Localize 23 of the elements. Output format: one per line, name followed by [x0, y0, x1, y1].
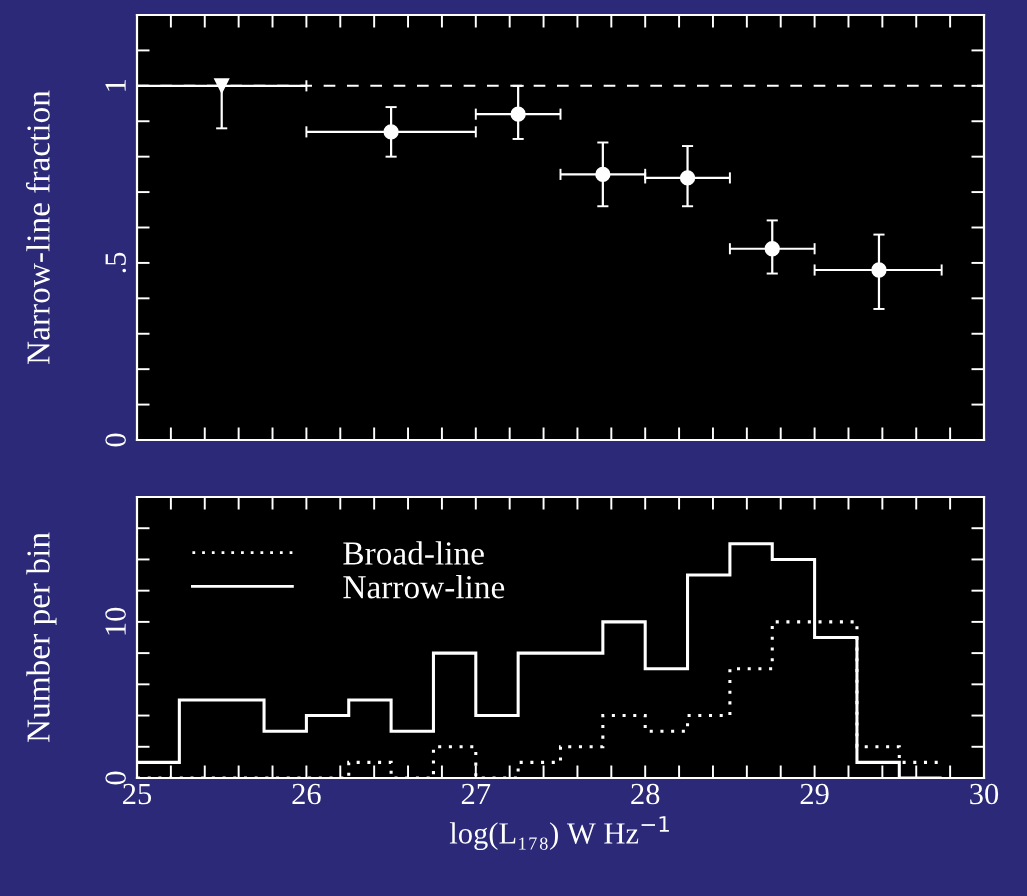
- legend-label: Broad-line: [343, 541, 484, 565]
- y-tick-label: 1: [105, 80, 126, 91]
- x-tick-label: 29: [800, 783, 829, 805]
- point: [871, 262, 887, 278]
- x-tick-label: 25: [123, 783, 152, 805]
- x-axis-title: log(L₁₇₈) W Hz$^{−1}$: [449, 816, 669, 851]
- point: [764, 241, 780, 257]
- x-tick-label: 26: [292, 783, 321, 805]
- y-tick-label: 0: [105, 433, 126, 447]
- x-tick-label: 27: [461, 783, 491, 805]
- x-tick-label: 30: [970, 783, 999, 805]
- y-tick-label: .5: [105, 252, 127, 273]
- point: [679, 170, 696, 186]
- y-axis-title: Number per bin: [26, 532, 57, 743]
- point: [214, 78, 230, 94]
- y-tick-label: 0: [105, 771, 126, 785]
- y-axis-title: Narrow-line fraction: [25, 90, 50, 364]
- point: [510, 106, 526, 122]
- legend-label: Narrow-line: [343, 575, 505, 599]
- x-tick-label: 28: [631, 783, 660, 805]
- point: [595, 166, 611, 183]
- y-tick-label: 10: [105, 607, 126, 635]
- point: [383, 124, 399, 140]
